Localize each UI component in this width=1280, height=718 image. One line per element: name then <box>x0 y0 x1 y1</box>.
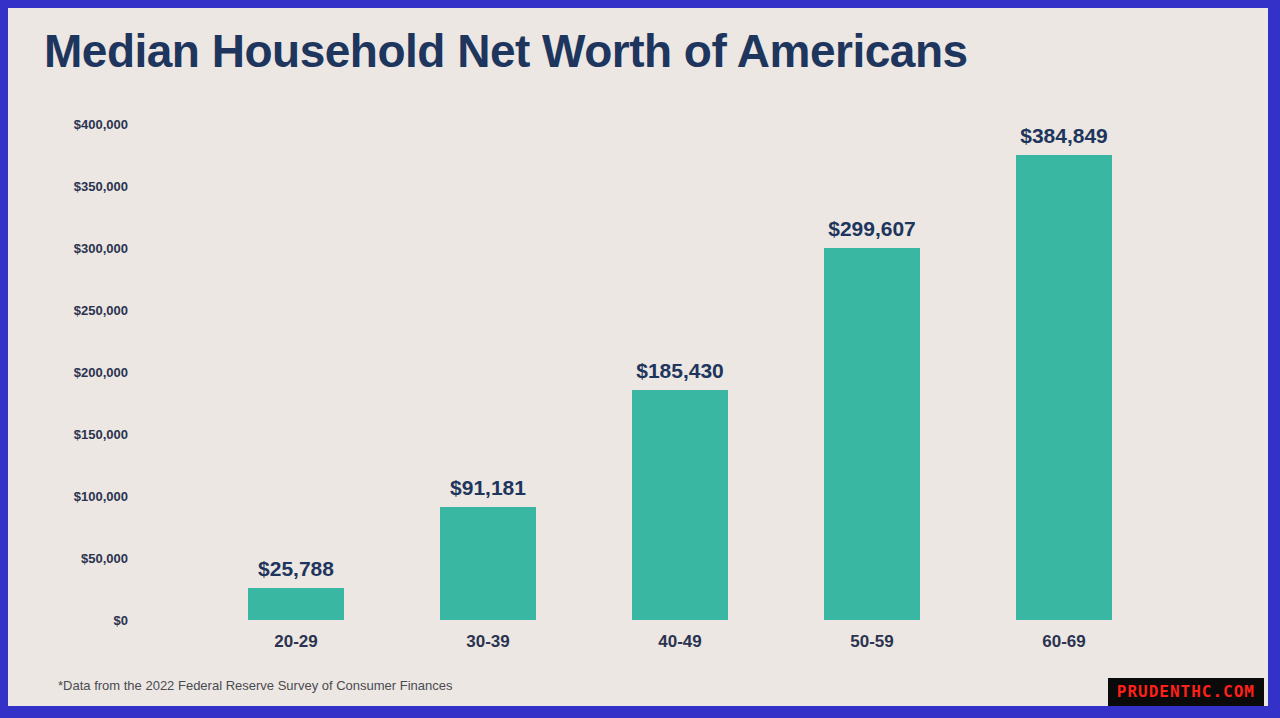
bar-plot-area: $25,788 $91,181 $185,430 $299,607 $384,849 <box>200 124 1160 620</box>
x-axis: 20-2930-3940-4950-5960-69 <box>200 632 1160 652</box>
chart-title: Median Household Net Worth of Americans <box>44 24 968 78</box>
watermark: PRUDENTHC.COM <box>1108 678 1264 706</box>
source-note: *Data from the 2022 Federal Reserve Surv… <box>58 678 453 693</box>
bar <box>440 507 536 620</box>
bar-value-label: $384,849 <box>1020 124 1108 148</box>
bar-group: $299,607 <box>776 124 968 620</box>
bar-group: $91,181 <box>392 124 584 620</box>
y-tick-label: $0 <box>28 613 128 628</box>
bar-value-label: $25,788 <box>258 557 334 581</box>
y-tick-label: $350,000 <box>28 179 128 194</box>
x-tick-label: 60-69 <box>968 632 1160 652</box>
x-tick-label: 40-49 <box>584 632 776 652</box>
y-tick-label: $100,000 <box>28 489 128 504</box>
y-tick-label: $300,000 <box>28 241 128 256</box>
y-tick-label: $200,000 <box>28 365 128 380</box>
x-tick-label: 20-29 <box>200 632 392 652</box>
y-tick-label: $250,000 <box>28 303 128 318</box>
bar <box>632 390 728 620</box>
bar-group: $384,849 <box>968 124 1160 620</box>
y-tick-label: $150,000 <box>28 427 128 442</box>
bar <box>1016 155 1112 620</box>
bar-value-label: $299,607 <box>828 217 916 241</box>
bar-group: $25,788 <box>200 124 392 620</box>
y-tick-label: $400,000 <box>28 117 128 132</box>
x-tick-label: 30-39 <box>392 632 584 652</box>
x-tick-label: 50-59 <box>776 632 968 652</box>
bar-value-label: $185,430 <box>636 359 724 383</box>
y-tick-label: $50,000 <box>28 551 128 566</box>
bar <box>248 588 344 620</box>
bar-value-label: $91,181 <box>450 476 526 500</box>
bar-group: $185,430 <box>584 124 776 620</box>
bar <box>824 248 920 620</box>
chart-card: Median Household Net Worth of Americans … <box>8 8 1268 706</box>
